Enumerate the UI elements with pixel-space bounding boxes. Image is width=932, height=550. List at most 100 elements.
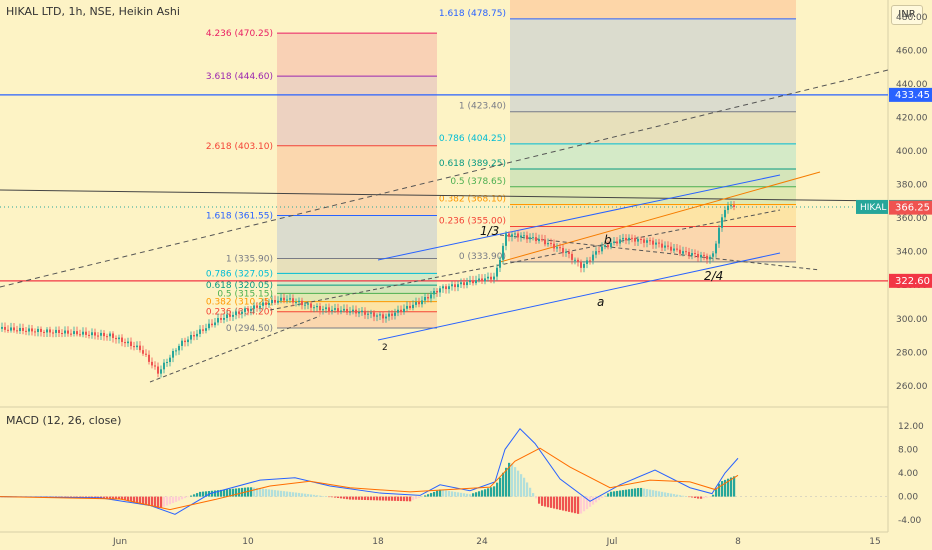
macd-histogram-bar (253, 487, 256, 497)
macd-histogram-bar (205, 491, 208, 497)
dashed-channel-a (149, 315, 321, 383)
x-tick-label: 15 (869, 537, 880, 547)
macd-histogram-bar (448, 490, 451, 497)
candle-body (244, 308, 246, 312)
macd-histogram-bar (706, 496, 709, 498)
fib-left-label: 0.5 (315.15) (217, 289, 273, 299)
macd-histogram-bar (502, 472, 505, 497)
macd-histogram-bar (157, 496, 160, 508)
candle-body (316, 305, 318, 308)
macd-histogram-bar (616, 490, 619, 497)
candle-body (61, 333, 63, 335)
candle-body (565, 251, 567, 253)
candle-body (409, 305, 411, 309)
macd-histogram-bar (139, 496, 142, 504)
candle-body (10, 327, 12, 331)
macd-histogram-bar (109, 496, 112, 499)
macd-histogram-bar (484, 489, 487, 497)
candle-body (589, 260, 591, 262)
candle-body (190, 335, 192, 340)
candle-body (499, 259, 501, 268)
candle-body (661, 243, 663, 248)
candle-body (634, 238, 636, 242)
candle-body (142, 350, 144, 354)
candle-body (517, 233, 519, 238)
candle-body (538, 239, 540, 242)
candle-body (658, 242, 660, 244)
macd-histogram-bar (682, 495, 685, 497)
macd-histogram-bar (325, 496, 328, 497)
candle-body (241, 311, 243, 314)
price-tag (889, 87, 932, 102)
macd-histogram-bar (490, 487, 493, 497)
macd-histogram-bar (313, 494, 316, 497)
candle-body (544, 239, 546, 245)
candle-body (109, 333, 111, 337)
macd-histogram-bar (622, 490, 625, 497)
macd-histogram-bar (532, 493, 535, 497)
candle-body (718, 227, 720, 244)
macd-histogram-bar (415, 496, 418, 499)
macd-histogram-bar (289, 491, 292, 497)
macd-histogram-bar (487, 488, 490, 497)
candle-body (298, 300, 300, 303)
fib-right-top-band (510, 0, 796, 19)
y-tick-label: 420.00 (896, 113, 928, 123)
candle-body (91, 332, 93, 336)
macd-histogram-bar (463, 493, 466, 497)
fib-left-label: 0.786 (327.05) (206, 269, 273, 279)
candle-body (697, 253, 699, 258)
candle-body (460, 282, 462, 285)
candle-body (136, 345, 138, 348)
macd-histogram-bar (421, 496, 424, 498)
candle-body (547, 243, 549, 245)
macd-histogram-bar (553, 496, 556, 509)
macd-histogram-bar (355, 496, 358, 500)
macd-histogram-bar (592, 496, 595, 505)
macd-histogram-bar (136, 496, 139, 503)
candle-body (262, 302, 264, 306)
macd-histogram-bar (283, 491, 286, 497)
candle-body (103, 332, 105, 337)
candle-body (376, 315, 378, 317)
candle-body (586, 260, 588, 264)
macd-histogram-bar (103, 496, 106, 499)
candle-body (502, 245, 504, 260)
macd-histogram-bar (574, 496, 577, 514)
macd-histogram-bar (511, 463, 514, 497)
candle-body (343, 308, 345, 311)
fib-left-label: 1 (335.90) (226, 255, 273, 265)
macd-tick-label: 4.00 (898, 469, 918, 479)
macd-histogram-bar (466, 493, 469, 497)
candle-body (175, 350, 177, 352)
macd-histogram-bar (454, 491, 457, 497)
candle-body (331, 309, 333, 312)
candle-body (688, 252, 690, 256)
macd-histogram-bar (331, 496, 334, 498)
candle-body (508, 233, 510, 237)
candle-body (274, 299, 276, 303)
candle-body (85, 331, 87, 335)
candle-body (685, 251, 687, 253)
candle-body (115, 337, 117, 340)
candle-body (193, 335, 195, 337)
currency-button[interactable]: INR (891, 5, 923, 25)
candle-body (481, 278, 483, 282)
macd-histogram-bar (670, 493, 673, 497)
candle-body (220, 318, 222, 320)
x-tick-label: Jul (606, 537, 618, 547)
candle-body (187, 339, 189, 343)
macd-histogram-bar (127, 496, 130, 501)
candle-body (535, 237, 537, 242)
candle-body (457, 284, 459, 288)
macd-histogram-bar (319, 495, 322, 497)
macd-histogram-bar (337, 496, 340, 498)
candle-body (367, 313, 369, 315)
macd-histogram-bar (256, 487, 259, 497)
fib-left-band (277, 76, 437, 146)
candle-body (157, 366, 159, 374)
candle-body (706, 255, 708, 260)
fib-left-band (277, 311, 437, 328)
macd-histogram-bar (382, 496, 385, 501)
